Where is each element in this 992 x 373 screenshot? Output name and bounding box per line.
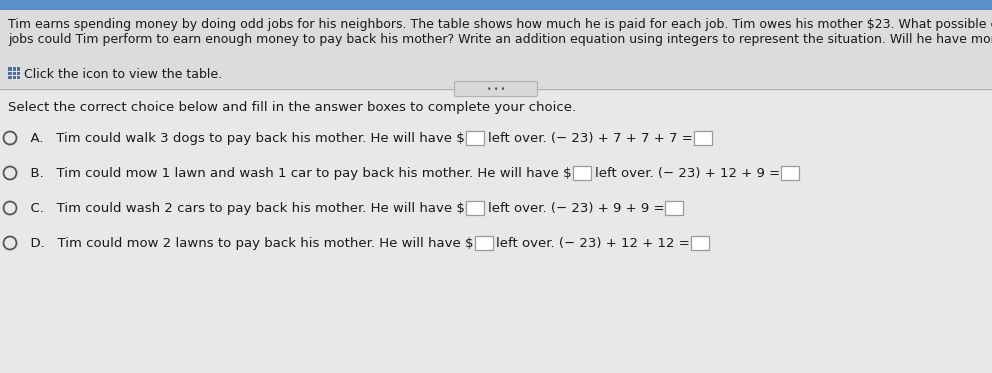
FancyBboxPatch shape — [572, 166, 590, 180]
FancyBboxPatch shape — [693, 131, 711, 145]
Text: jobs could Tim perform to earn enough money to pay back his mother? Write an add: jobs could Tim perform to earn enough mo… — [8, 33, 992, 46]
Text: Tim earns spending money by doing odd jobs for his neighbors. The table shows ho: Tim earns spending money by doing odd jo… — [8, 18, 992, 31]
Text: • • •: • • • — [487, 85, 505, 94]
Text: C.   Tim could wash 2 cars to pay back his mother. He will have $: C. Tim could wash 2 cars to pay back his… — [22, 202, 465, 215]
Text: left over. (− 23) + 12 + 9 =: left over. (− 23) + 12 + 9 = — [594, 167, 780, 180]
Text: left over. (− 23) + 12 + 12 =: left over. (− 23) + 12 + 12 = — [497, 237, 690, 250]
Text: A.   Tim could walk 3 dogs to pay back his mother. He will have $: A. Tim could walk 3 dogs to pay back his… — [22, 132, 464, 145]
FancyBboxPatch shape — [454, 81, 538, 97]
FancyBboxPatch shape — [8, 67, 20, 79]
FancyBboxPatch shape — [0, 88, 992, 373]
Text: D.   Tim could mow 2 lawns to pay back his mother. He will have $: D. Tim could mow 2 lawns to pay back his… — [22, 237, 473, 250]
Text: B.   Tim could mow 1 lawn and wash 1 car to pay back his mother. He will have $: B. Tim could mow 1 lawn and wash 1 car t… — [22, 167, 571, 180]
Text: Select the correct choice below and fill in the answer boxes to complete your ch: Select the correct choice below and fill… — [8, 101, 576, 114]
Text: left over. (− 23) + 7 + 7 + 7 =: left over. (− 23) + 7 + 7 + 7 = — [488, 132, 692, 145]
FancyBboxPatch shape — [781, 166, 799, 180]
FancyBboxPatch shape — [474, 236, 492, 250]
Text: left over. (− 23) + 9 + 9 =: left over. (− 23) + 9 + 9 = — [488, 202, 665, 215]
FancyBboxPatch shape — [691, 236, 709, 250]
FancyBboxPatch shape — [0, 10, 992, 88]
Text: Click the icon to view the table.: Click the icon to view the table. — [24, 68, 222, 81]
FancyBboxPatch shape — [466, 131, 484, 145]
FancyBboxPatch shape — [666, 201, 683, 215]
FancyBboxPatch shape — [0, 0, 992, 10]
FancyBboxPatch shape — [466, 201, 484, 215]
